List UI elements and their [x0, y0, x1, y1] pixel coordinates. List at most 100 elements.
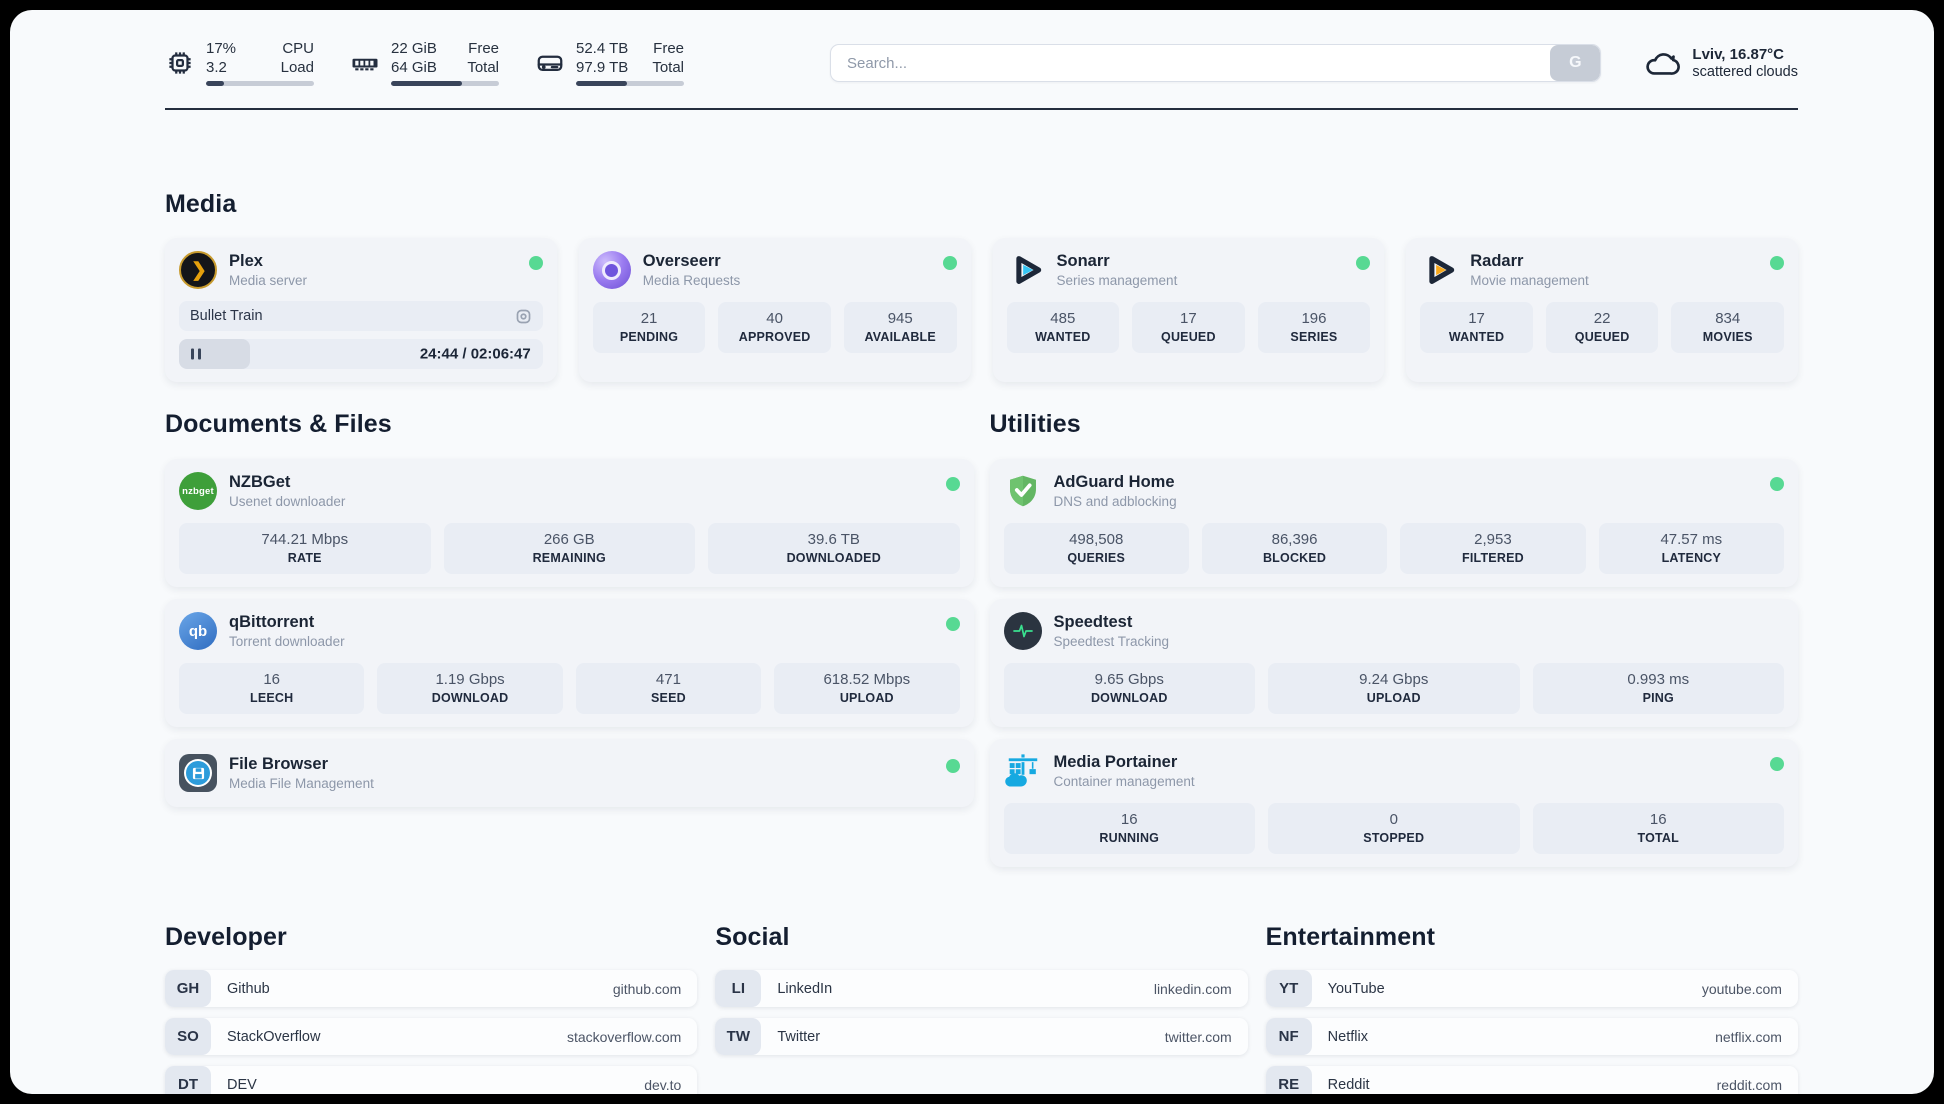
- stat-label: LATENCY: [1661, 551, 1722, 565]
- stat-box-running: 16 RUNNING: [1003, 803, 1255, 854]
- app-name: Speedtest: [1053, 613, 1133, 631]
- app-subtitle: Movie management: [1470, 273, 1589, 288]
- link-row-youtube[interactable]: YT YouTube youtube.com: [1265, 970, 1798, 1007]
- stat-value: 47.57 ms: [1660, 531, 1723, 548]
- app-card-portainer[interactable]: Media Portainer Container management 16 …: [989, 739, 1798, 867]
- cloud-icon: [1646, 52, 1681, 75]
- app-card-plex[interactable]: ❯ Plex Media server Bullet Train: [165, 238, 557, 382]
- stat-label: REMAINING: [532, 551, 606, 565]
- qbittorrent-icon: qb: [179, 612, 217, 650]
- link-row-twitter[interactable]: TW Twitter twitter.com: [715, 1018, 1248, 1055]
- memory-total-value: 64 GiB: [391, 58, 437, 76]
- stat-value: 0: [1389, 811, 1398, 828]
- stat-box-total: 16 TOTAL: [1532, 803, 1784, 854]
- link-row-linkedin[interactable]: LI LinkedIn linkedin.com: [715, 970, 1248, 1007]
- social-links-section: Social LI LinkedIn linkedin.com TW Twitt…: [715, 923, 1248, 1094]
- app-subtitle: DNS and adblocking: [1053, 494, 1177, 509]
- stat-value: 9.24 Gbps: [1359, 671, 1429, 688]
- link-row-github[interactable]: GH Github github.com: [165, 970, 698, 1007]
- app-name: Media Portainer: [1053, 753, 1178, 771]
- stat-label: STOPPED: [1363, 831, 1425, 845]
- stat-value: 0.993 ms: [1627, 671, 1690, 688]
- app-name: AdGuard Home: [1053, 473, 1175, 491]
- status-online-dot: [1770, 477, 1784, 491]
- stat-value: 1.19 Gbps: [435, 671, 505, 688]
- dashboard-panel: 17% CPU 3.2 Load: [10, 10, 1934, 1094]
- link-row-netflix[interactable]: NF Netflix netflix.com: [1265, 1018, 1798, 1055]
- plex-icon: ❯: [179, 251, 217, 289]
- link-name: LinkedIn: [777, 980, 833, 997]
- stat-value: 834: [1715, 310, 1741, 327]
- link-row-dev[interactable]: DT DEV dev.to: [165, 1066, 698, 1094]
- memory-total-label: Total: [467, 58, 499, 76]
- stat-box-available: 945 AVAILABLE: [843, 302, 957, 353]
- system-stats: 17% CPU 3.2 Load: [165, 40, 684, 86]
- app-card-speedtest[interactable]: Speedtest Speedtest Tracking 9.65 Gbps D…: [989, 599, 1798, 727]
- stat-value: 16: [1120, 811, 1138, 828]
- stat-label: DOWNLOAD: [431, 691, 509, 705]
- memory-progress-bar: [391, 81, 499, 86]
- stat-box-queries: 498,508 QUERIES: [1003, 523, 1189, 574]
- stat-box-series: 196 SERIES: [1257, 302, 1371, 353]
- link-url: reddit.com: [1716, 1076, 1782, 1093]
- stat-label: QUEUED: [1574, 330, 1630, 344]
- disk-free-value: 52.4 TB: [576, 40, 629, 57]
- app-card-adguard[interactable]: AdGuard Home DNS and adblocking 498,508 …: [989, 459, 1798, 587]
- app-name: NZBGet: [229, 473, 291, 491]
- link-url: dev.to: [644, 1076, 682, 1093]
- stat-value: 16: [263, 671, 281, 688]
- stat-box-latency: 47.57 ms LATENCY: [1598, 523, 1784, 574]
- app-subtitle: Torrent downloader: [229, 634, 345, 649]
- section-title-developer: Developer: [165, 923, 287, 951]
- search-engine-button[interactable]: G: [1550, 45, 1601, 81]
- portainer-icon: [1004, 752, 1042, 790]
- section-title-media: Media: [165, 190, 237, 218]
- link-row-reddit[interactable]: RE Reddit reddit.com: [1265, 1066, 1798, 1094]
- app-card-qbittorrent[interactable]: qb qBittorrent Torrent downloader 16: [165, 599, 974, 727]
- stat-value: 17: [1468, 310, 1485, 327]
- stat-box-ping: 0.993 ms PING: [1532, 663, 1784, 714]
- stat-box-wanted: 485 WANTED: [1006, 302, 1120, 353]
- stat-label: BLOCKED: [1262, 551, 1327, 565]
- sonarr-icon: [1007, 251, 1045, 289]
- session-detail-button[interactable]: [514, 306, 534, 326]
- stat-box-wanted: 17 WANTED: [1420, 302, 1533, 353]
- app-name: Plex: [229, 252, 263, 270]
- link-name: YouTube: [1327, 980, 1385, 997]
- record-frame-icon: [516, 309, 531, 323]
- app-card-radarr[interactable]: Radarr Movie management 17 WANTED 22 QUE…: [1406, 238, 1798, 382]
- playback-progress-bar[interactable]: 24:44 / 02:06:47: [179, 339, 543, 369]
- stat-label: PENDING: [619, 330, 679, 344]
- memory-stat: 22 GiB Free 64 GiB Total: [350, 40, 499, 86]
- media-card-grid: ❯ Plex Media server Bullet Train: [165, 238, 1798, 382]
- memory-icon: [352, 58, 378, 71]
- cpu-usage-label: CPU: [282, 40, 314, 57]
- cpu-progress-fill: [206, 81, 225, 86]
- link-url: linkedin.com: [1153, 980, 1232, 997]
- link-name: Reddit: [1327, 1076, 1370, 1093]
- floppy-icon: [192, 767, 204, 779]
- playback-time: 24:44 / 02:06:47: [419, 345, 531, 363]
- stat-label: UPLOAD: [839, 691, 894, 705]
- app-card-nzbget[interactable]: nzbget NZBGet Usenet downloader 744.21 M…: [165, 459, 974, 587]
- status-online-dot: [942, 256, 957, 270]
- stat-box-queued: 17 QUEUED: [1132, 302, 1245, 353]
- disk-icon: [537, 55, 563, 71]
- app-subtitle: Container management: [1053, 774, 1195, 789]
- app-name: Sonarr: [1056, 252, 1110, 270]
- weather-widget: Lviv, 16.87°C scattered clouds: [1643, 45, 1798, 82]
- app-card-overseerr[interactable]: Overseerr Media Requests 21 PENDING 40 A…: [578, 238, 971, 382]
- section-title-social: Social: [715, 923, 790, 951]
- link-badge: YT: [1265, 970, 1312, 1007]
- nzbget-icon: nzbget: [179, 472, 217, 510]
- app-card-filebrowser[interactable]: File Browser Media File Management: [165, 739, 974, 807]
- link-row-stackoverflow[interactable]: SO StackOverflow stackoverflow.com: [165, 1018, 698, 1055]
- stat-value: 16: [1649, 811, 1667, 828]
- search-input[interactable]: [831, 45, 1551, 81]
- app-card-sonarr[interactable]: Sonarr Series management 485 WANTED 17 Q…: [992, 238, 1385, 382]
- stat-box-filtered: 2,953 FILTERED: [1400, 523, 1586, 574]
- link-name: Netflix: [1327, 1028, 1368, 1045]
- pause-button[interactable]: [191, 348, 201, 360]
- disk-stat: 52.4 TB Free 97.9 TB Total: [535, 40, 684, 86]
- overseerr-icon: [592, 251, 631, 289]
